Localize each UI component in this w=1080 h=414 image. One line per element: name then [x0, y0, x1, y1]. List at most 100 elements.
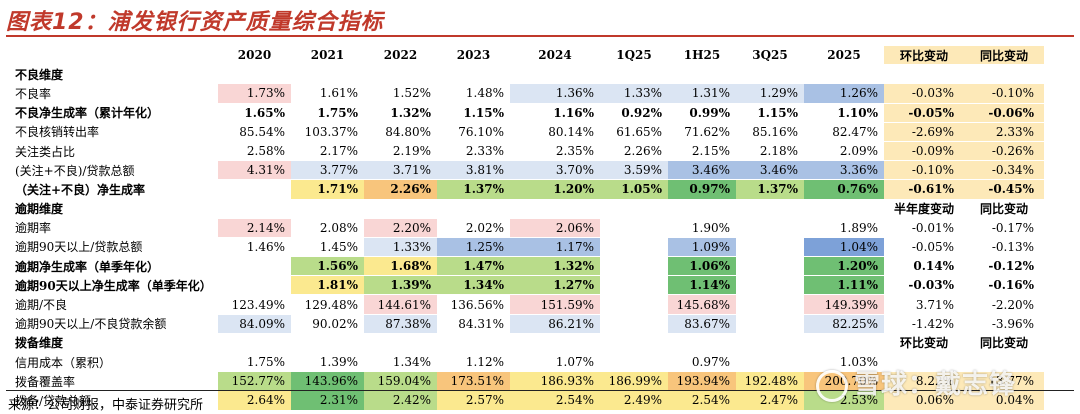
table-cell: 2.20%: [364, 218, 437, 238]
table-cell: [736, 218, 804, 238]
table-row: 关注类占比 2.58% 2.17% 2.19% 2.33% 2.35% 2.26% 2.15%…: [12, 141, 1044, 162]
table-cell: 86.21%: [510, 314, 600, 334]
table-cell: -0.34%: [964, 160, 1044, 181]
section-change-header: [964, 64, 1044, 85]
table-cell: 1.32%: [510, 256, 600, 277]
header-2022: 2022: [364, 46, 437, 66]
table-cell: 186.93%: [510, 371, 600, 392]
table-cell: [600, 294, 668, 315]
table-cell: 0.99%: [668, 103, 736, 123]
table-cell: 2.02%: [437, 218, 510, 238]
table-cell: 1.12%: [437, 352, 510, 373]
table-cell: [600, 314, 668, 334]
table-cell: 4.31%: [218, 160, 291, 181]
table-cell: 1.89%: [804, 218, 884, 238]
table-cell: 82.47%: [804, 122, 884, 142]
table-cell: 83.67%: [668, 314, 736, 334]
table-cell: 76.10%: [437, 122, 510, 142]
header-1q25: 1Q25: [600, 46, 668, 66]
row-label: 逾期/不良: [12, 294, 218, 315]
table-cell: -0.05%: [884, 237, 964, 258]
table-row: 不良率 1.73% 1.61% 1.52% 1.48% 1.36% 1.33% 1.31% 1.…: [12, 83, 1044, 104]
table-cell: 1.56%: [291, 256, 364, 277]
table-row: 逾期/不良 123.49% 129.48% 144.61% 136.56% 151.59%…: [12, 294, 1044, 315]
table-cell: 1.81%: [291, 275, 364, 296]
table-cell: 3.81%: [437, 160, 510, 181]
watermark-text: 雪球：戴志锋: [854, 370, 1017, 400]
table-header-row: 2020 2021 2022 2023 2024 1Q25 1H25 3Q25 …: [12, 46, 1044, 66]
table-cell: 159.04%: [364, 371, 437, 392]
header-1h25: 1H25: [668, 46, 736, 66]
table-cell: [600, 237, 668, 258]
watermark: 雪球：戴志锋: [816, 364, 1016, 402]
header-2023: 2023: [437, 46, 510, 66]
table-cell: 1.26%: [804, 83, 884, 104]
row-label: 逾期率: [12, 218, 218, 238]
table-cell: 1.06%: [668, 256, 736, 277]
header-2020: 2020: [218, 46, 291, 66]
table-cell: 143.96%: [291, 371, 364, 392]
table-cell: 2.26%: [364, 179, 437, 200]
table-cell: 1.07%: [510, 352, 600, 373]
table-cell: [736, 237, 804, 258]
row-label: 逾期净生成率（单季年化）: [12, 256, 218, 277]
table-cell: 1.90%: [668, 218, 736, 238]
asset-quality-table: 2020 2021 2022 2023 2024 1Q25 1H25 3Q25 …: [12, 46, 1044, 411]
table-cell: [600, 218, 668, 238]
table-cell: 0.76%: [804, 179, 884, 200]
table-row: (关注+不良)/贷款总额 4.31% 3.77% 3.71% 3.81% 3.70% 3.5…: [12, 160, 1044, 181]
table-row: 不良核销转出率 85.54% 103.37% 84.80% 76.10% 80.14% 61…: [12, 122, 1044, 142]
table-cell: 90.02%: [291, 314, 364, 334]
section-row: 逾期维度 半年度变动 同比变动: [12, 198, 1044, 219]
header-qoq: 环比变动: [884, 46, 964, 66]
row-label: 逾期90天以上净生成率（单季年化）: [12, 275, 218, 296]
table-row: 信用成本（累积） 1.75% 1.39% 1.34% 1.12% 1.07% 0.97% 1.…: [12, 352, 1044, 373]
table-cell: [736, 256, 804, 277]
table-cell: 84.80%: [364, 122, 437, 142]
table-cell: 3.71%: [364, 160, 437, 181]
table-cell: 2.35%: [510, 141, 600, 162]
table-cell: -3.96%: [964, 314, 1044, 334]
table-cell: 1.15%: [736, 103, 804, 123]
table-cell: 84.09%: [218, 314, 291, 334]
table-cell: 1.04%: [804, 237, 884, 258]
table-cell: 186.99%: [600, 371, 668, 392]
table-cell: 0.04%: [964, 390, 1044, 411]
table-cell: [218, 275, 291, 296]
table-cell: 2.33%: [437, 141, 510, 162]
section-title: 拨备维度: [12, 332, 884, 354]
header-2021: 2021: [291, 46, 364, 66]
table-cell: 145.68%: [668, 294, 736, 315]
table-cell: 1.71%: [291, 179, 364, 200]
table-cell: 1.16%: [510, 103, 600, 123]
snowball-logo-icon: [816, 369, 848, 402]
table-cell: 0.97%: [668, 352, 736, 373]
table-cell: [736, 294, 804, 315]
table-row: 逾期率 2.14% 2.08% 2.20% 2.02% 2.06% 1.90% 1.89% -0…: [12, 218, 1044, 238]
row-label: 拨备/贷款总额: [12, 390, 218, 411]
table-cell: 2.26%: [600, 141, 668, 162]
row-label: (关注+不良)/贷款总额: [12, 160, 218, 181]
table-cell: 2.31%: [291, 390, 364, 411]
row-label: 拨备覆盖率: [12, 371, 218, 392]
row-label: 不良率: [12, 83, 218, 104]
header-3q25: 3Q25: [736, 46, 804, 66]
table-cell: 82.25%: [804, 314, 884, 334]
header-yoy: 同比变动: [964, 46, 1044, 66]
table-cell: [218, 179, 291, 200]
table-cell: 173.51%: [437, 371, 510, 392]
table-cell: 3.77%: [291, 160, 364, 181]
table-cell: 1.03%: [804, 352, 884, 373]
row-label: （关注+不良）净生成率: [12, 179, 218, 200]
row-label: 不良核销转出率: [12, 122, 218, 142]
table-cell: -0.45%: [964, 179, 1044, 200]
table-cell: -0.61%: [884, 179, 964, 200]
table-cell: 1.31%: [668, 83, 736, 104]
section-change-header: 同比变动: [964, 332, 1044, 354]
header-label: [12, 46, 218, 66]
table-cell: 1.32%: [364, 103, 437, 123]
table-cell: -2.20%: [964, 294, 1044, 315]
table-cell: 1.09%: [668, 237, 736, 258]
table-cell: 1.29%: [736, 83, 804, 104]
footer-rule: [6, 390, 1074, 391]
